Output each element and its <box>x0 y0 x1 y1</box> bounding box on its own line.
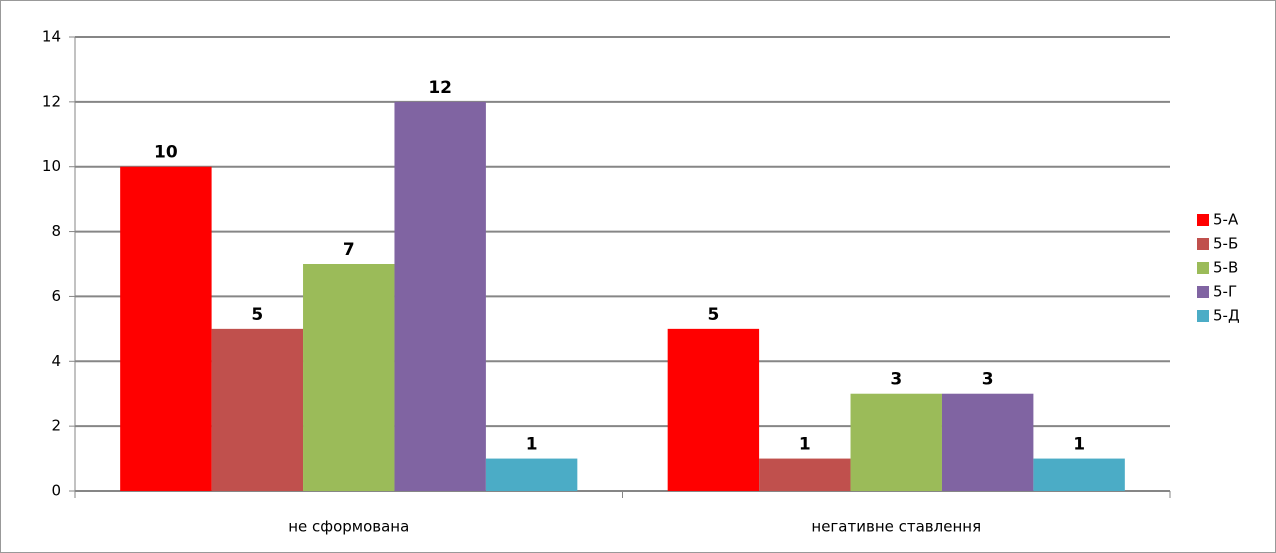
bar <box>394 101 486 491</box>
x-tick-label: негативне ставлення <box>811 518 981 536</box>
value-label: 7 <box>343 240 355 260</box>
legend-label: 5-А <box>1213 211 1239 229</box>
y-tick-label: 2 <box>51 417 61 435</box>
bar <box>211 328 304 491</box>
bar <box>303 264 395 491</box>
value-label: 5 <box>251 305 263 325</box>
bar <box>850 393 942 491</box>
legend-swatch <box>1197 262 1209 274</box>
x-tick-label: не сформована <box>288 518 409 536</box>
value-label: 12 <box>428 78 452 98</box>
bar <box>485 458 578 491</box>
bar <box>1033 458 1125 491</box>
value-label: 3 <box>890 370 902 390</box>
legend-swatch <box>1197 286 1209 298</box>
y-tick-label: 0 <box>51 482 61 500</box>
legend-swatch <box>1197 238 1209 250</box>
y-tick-label: 4 <box>51 352 61 370</box>
value-label: 1 <box>526 435 538 455</box>
bar <box>667 328 760 491</box>
legend-swatch <box>1197 214 1209 226</box>
legend-label: 5-В <box>1213 259 1238 277</box>
y-tick-label: 10 <box>42 157 61 175</box>
y-tick-label: 14 <box>42 28 61 46</box>
value-label: 5 <box>707 305 719 325</box>
value-label: 1 <box>799 435 811 455</box>
legend-swatch <box>1197 310 1209 322</box>
legend-label: 5-Д <box>1213 307 1240 325</box>
y-tick-label: 6 <box>51 287 61 305</box>
bar <box>941 393 1034 491</box>
value-label: 10 <box>154 143 178 163</box>
y-tick-label: 8 <box>51 222 61 240</box>
legend-label: 5-Г <box>1213 283 1237 301</box>
bar <box>759 458 851 491</box>
legend-label: 5-Б <box>1213 235 1238 253</box>
bar <box>120 166 212 491</box>
y-tick-label: 12 <box>42 92 61 110</box>
value-label: 3 <box>982 370 994 390</box>
value-label: 1 <box>1073 435 1085 455</box>
